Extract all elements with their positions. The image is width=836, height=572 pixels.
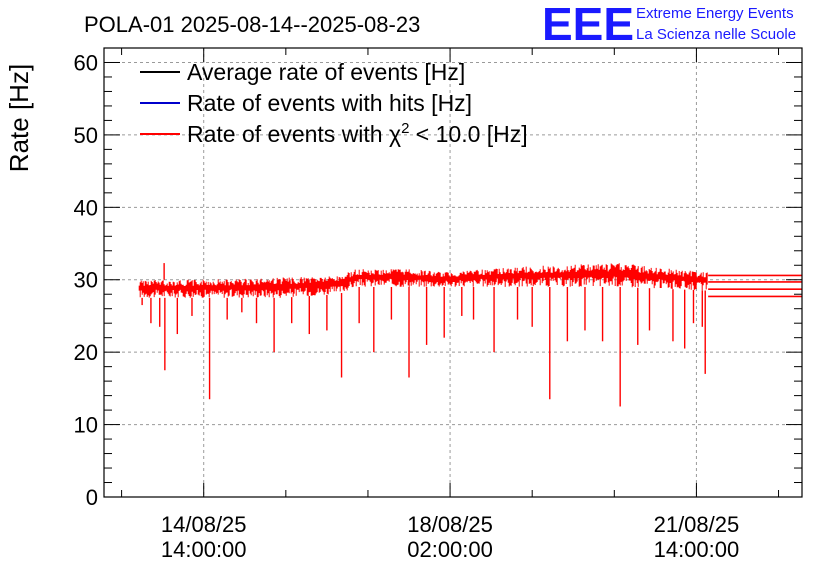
legend-label: Rate of events with χ2 < 10.0 [Hz] — [187, 120, 528, 147]
axes: 010203040506014/08/2514:00:0018/08/2502:… — [74, 47, 803, 562]
y-tick-label: 10 — [74, 413, 98, 438]
logo-mark: EEE — [542, 0, 634, 50]
legend-label: Rate of events with hits [Hz] — [187, 90, 472, 116]
logo-line-2: La Scienza nelle Scuole — [636, 26, 796, 43]
y-tick-label: 30 — [74, 268, 98, 293]
eee-logo: EEE Extreme Energy Events La Scienza nel… — [542, 0, 796, 50]
series-layer — [138, 263, 802, 407]
y-tick-label: 20 — [74, 340, 98, 365]
x-tick-date-label: 14/08/25 — [161, 512, 247, 537]
x-tick-date-label: 18/08/25 — [407, 512, 493, 537]
legend: Average rate of events [Hz] Rate of event… — [140, 59, 528, 147]
y-tick-label: 40 — [74, 195, 98, 220]
plot-frame — [103, 47, 803, 498]
red-series-band — [138, 263, 708, 298]
logo-line-1: Extreme Energy Events — [636, 5, 794, 22]
legend-label: Average rate of events [Hz] — [187, 59, 465, 85]
grid — [104, 48, 802, 497]
x-tick-time-label: 02:00:00 — [407, 537, 493, 562]
y-tick-label: 50 — [74, 123, 98, 148]
x-tick-time-label: 14:00:00 — [161, 537, 247, 562]
x-tick-time-label: 14:00:00 — [654, 537, 740, 562]
chart-title: POLA-01 2025-08-14--2025-08-23 — [84, 12, 420, 37]
x-tick-date-label: 21/08/25 — [654, 512, 740, 537]
y-tick-label: 60 — [74, 50, 98, 75]
y-axis-label: Rate [Hz] — [4, 64, 34, 172]
y-tick-label: 0 — [86, 485, 98, 510]
